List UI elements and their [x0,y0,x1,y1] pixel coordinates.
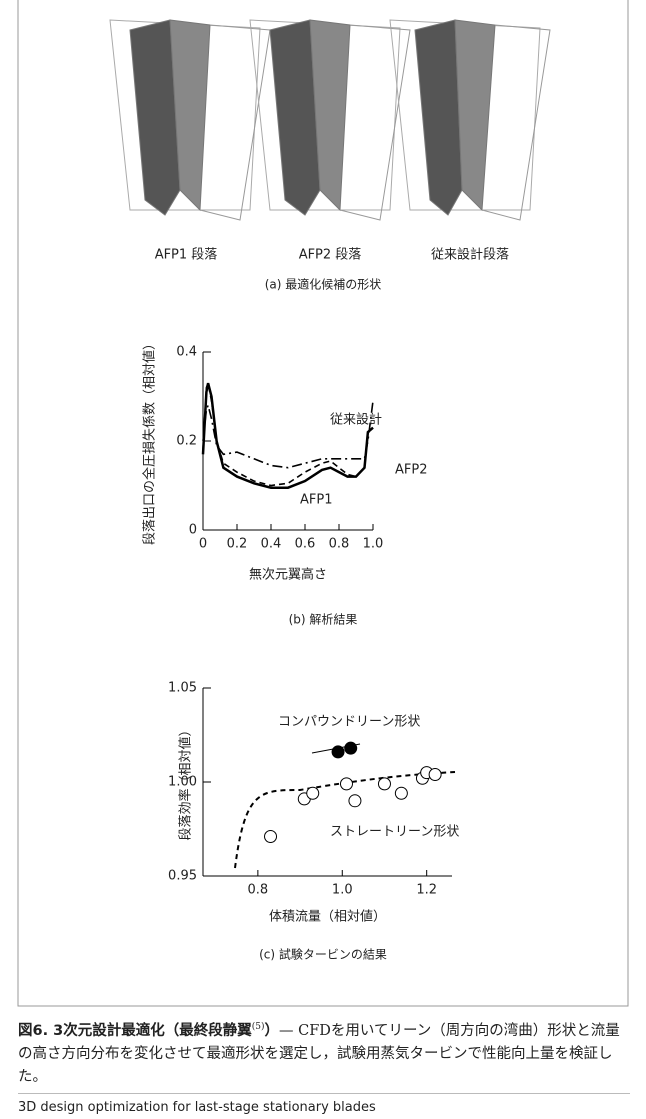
series-label: 従来設計 [330,412,382,428]
x-tick-label: 0.4 [261,537,282,552]
point [265,831,277,843]
series-label: AFP2 [395,463,427,478]
y-tick-label: 0.4 [176,345,197,360]
series-label: AFP1 [300,493,332,508]
blade-label: 従来設計段落 [431,247,509,263]
panel-caption: (b) 解析結果 [289,613,358,627]
y-tick-label: 0 [189,523,197,538]
point [340,778,352,790]
x-tick-label: 0 [199,537,207,552]
caption-title: 図6. 3次元設計最適化（最終段静翼 [18,1023,252,1039]
blade-afp2 [250,20,410,220]
blade-afp1 [110,20,270,220]
figure-caption: 図6. 3次元設計最適化（最終段静翼(5)）— CFDを用いてリーン（周方向の湾… [18,1016,630,1119]
panel-caption: (a) 最適化候補の形状 [265,277,382,292]
point [332,746,344,758]
x-tick-label: 1.2 [416,883,437,898]
x-tick-label: 0.2 [227,537,248,552]
series-label: ストレートリーン形状 [330,825,459,840]
line-series [203,383,373,488]
x-axis-label: 体積流量（相対値） [269,909,386,925]
line-series [203,401,373,468]
blade-images [110,20,550,220]
y-tick-label: 0.95 [168,869,197,884]
point [395,787,407,799]
point [429,768,441,780]
figure: AFP1 段落 AFP2 段落 従来設計段落 (a) 最適化候補の形状 0 0.2… [0,0,646,1010]
caption-ref: (5) [252,1022,265,1032]
point [378,778,390,790]
panel-caption: (c) 試験タービンの結果 [259,947,387,962]
caption-text: 図6. 3次元設計最適化（最終段静翼(5)）— CFDを用いてリーン（周方向の湾… [18,1016,630,1089]
point [345,742,357,754]
x-tick-label: 0.6 [295,537,316,552]
y-axis-label: 段落出口の全圧損失係数（相対値） [142,337,158,545]
y-tick-label: 0.2 [176,434,197,449]
y-axis-label: 段落効率（相対値） [178,723,194,840]
point [307,787,319,799]
x-tick-label: 0.8 [329,537,350,552]
x-tick-label: 1.0 [332,883,353,898]
series-label: コンパウンドリーン形状 [278,715,420,730]
y-tick-label: 1.05 [168,681,197,696]
x-axis-label: 無次元翼高さ [249,567,327,583]
blade-conventional [390,20,550,220]
blade-label: AFP2 段落 [299,248,362,263]
caption-title-end: ） [264,1023,279,1039]
x-tick-label: 1.0 [363,537,384,552]
page: AFP1 段落 AFP2 段落 従来設計段落 (a) 最適化候補の形状 0 0.2… [0,0,646,1086]
point [349,795,361,807]
caption-english: 3D design optimization for last-stage st… [18,1093,630,1119]
x-tick-label: 0.8 [248,883,269,898]
blade-label: AFP1 段落 [155,248,218,263]
